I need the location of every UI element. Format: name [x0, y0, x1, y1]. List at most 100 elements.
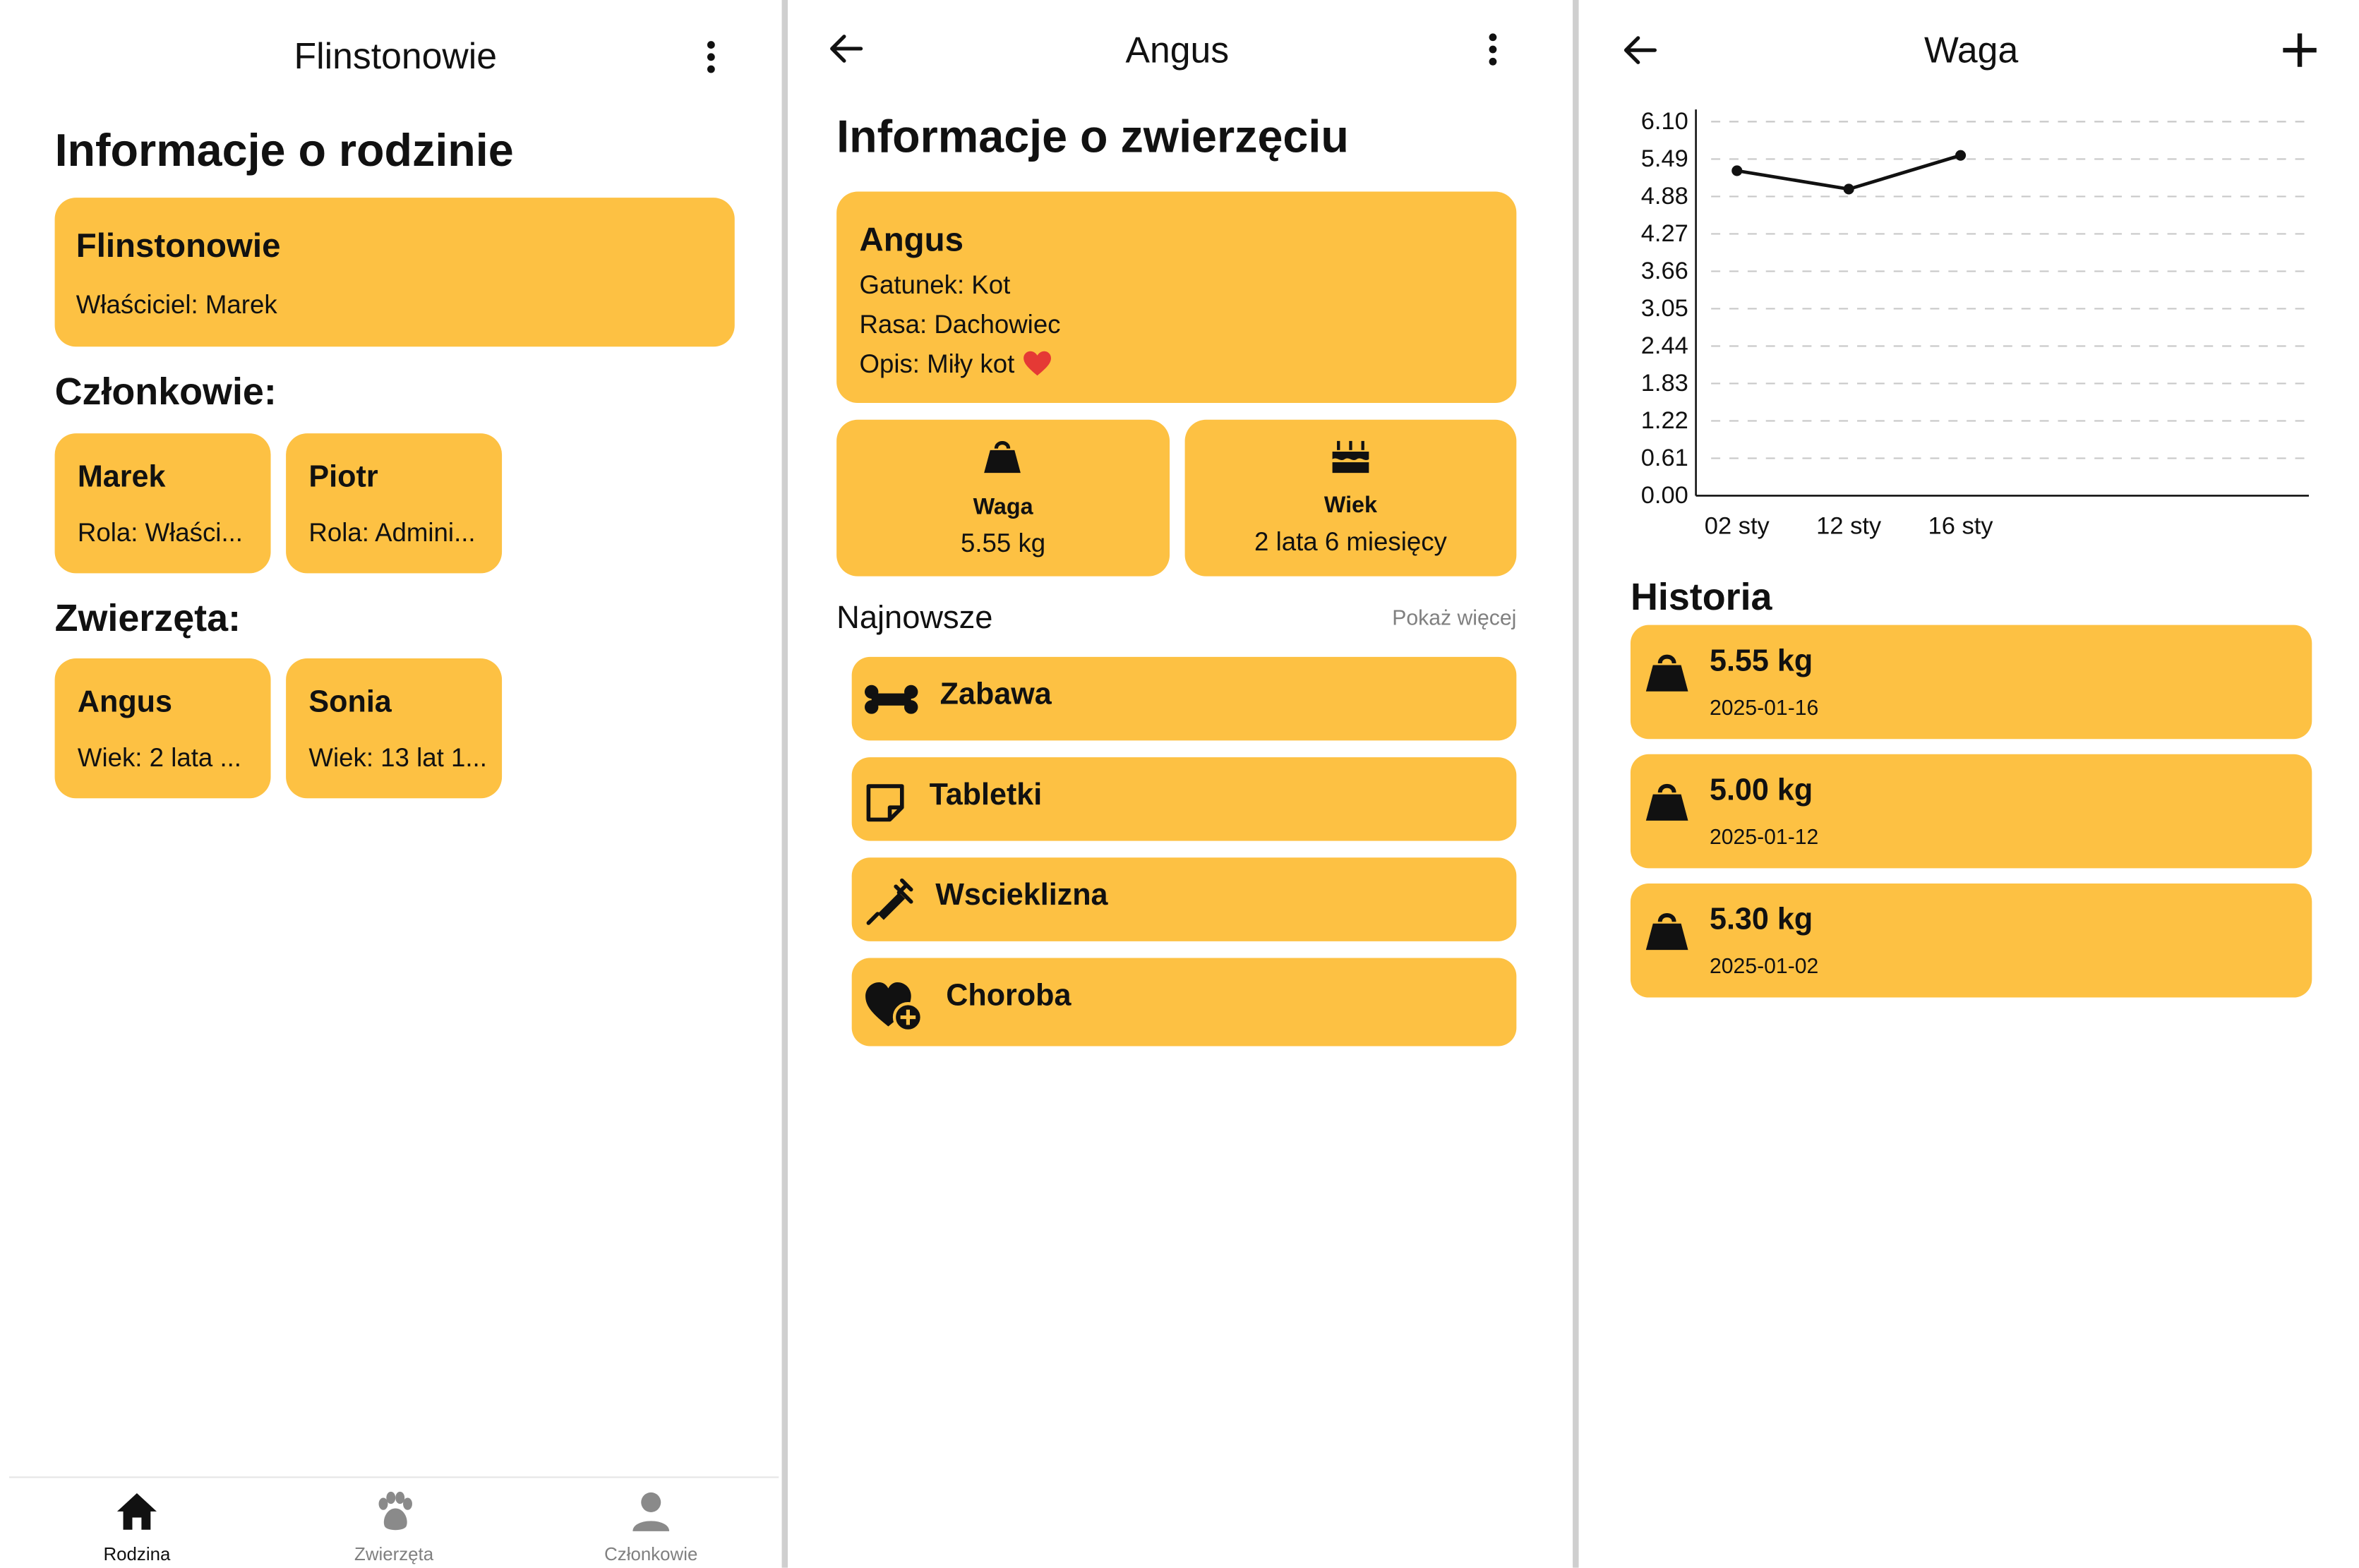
note-icon	[866, 784, 904, 822]
screen-divider	[1573, 0, 1579, 1568]
y-tick-label: 6.10	[1641, 108, 1688, 135]
pet-info-card: Angus Gatunek: Kot Rasa: Dachowiec Opis:…	[836, 191, 1517, 404]
age-value: 2 lata 6 miesięcy	[1254, 527, 1447, 557]
y-tick-label: 0.00	[1641, 482, 1688, 509]
y-tick-label: 1.22	[1641, 407, 1688, 434]
pet-card[interactable]: Angus Wiek: 2 lata ...	[54, 658, 271, 799]
history-heading: Historia	[1630, 576, 1772, 620]
data-point	[1843, 183, 1854, 195]
heart-plus-icon	[865, 982, 923, 1033]
member-role: Rola: Właści...	[77, 518, 243, 548]
pet-description-text: Opis: Miły kot	[859, 349, 1015, 379]
weight-icon	[1645, 783, 1688, 821]
more-options-icon[interactable]	[707, 41, 716, 78]
nav-divider	[8, 1476, 779, 1478]
history-item[interactable]: 5.00 kg 2025-01-12	[1630, 754, 2312, 869]
bone-icon	[865, 685, 918, 714]
nav-label: Członkowie	[604, 1543, 698, 1565]
heart-icon	[1023, 351, 1051, 376]
family-owner: Właściciel: Marek	[76, 290, 277, 320]
history-date: 2025-01-02	[1709, 953, 1819, 978]
event-row-wscieklizna[interactable]: Wscieklizna	[851, 857, 1517, 941]
pet-description: Opis: Miły kot	[859, 350, 1052, 380]
y-tick-label: 2.44	[1641, 332, 1688, 359]
back-arrow-icon[interactable]	[1620, 32, 1659, 68]
family-name: Flinstonowie	[76, 227, 281, 265]
family-screen: Flinstonowie Informacje o rodzinie Flins…	[0, 0, 782, 1568]
weight-icon	[984, 441, 1021, 474]
y-tick-label: 3.05	[1641, 295, 1688, 322]
pet-breed: Rasa: Dachowiec	[859, 310, 1061, 339]
data-point	[1955, 150, 1967, 161]
pets-heading: Zwierzęta:	[54, 597, 241, 641]
nav-label: Rodzina	[103, 1543, 171, 1565]
family-card[interactable]: Flinstonowie Właściciel: Marek	[54, 198, 735, 347]
pet-card[interactable]: Sonia Wiek: 13 lat 1...	[286, 658, 503, 799]
y-tick-label: 4.27	[1641, 220, 1688, 247]
event-row-tabletki[interactable]: Tabletki	[851, 757, 1517, 841]
page-heading: Informacje o zwierzęciu	[836, 112, 1349, 163]
more-options-icon[interactable]	[1489, 33, 1499, 70]
show-more-link[interactable]: Pokaż więcej	[1392, 605, 1517, 630]
weight-chart: 0.00 0.61 1.22 1.83 2.44 3.05 3.66 4.27 4.88 5.49…	[1641, 108, 2309, 539]
history-item[interactable]: 5.30 kg 2025-01-02	[1630, 883, 2312, 998]
history-weight: 5.30 kg	[1709, 903, 1813, 937]
y-tick-label: 1.83	[1641, 370, 1688, 397]
nav-label: Zwierzęta	[354, 1543, 434, 1565]
cake-icon	[1332, 440, 1369, 474]
event-row-choroba[interactable]: Choroba	[851, 958, 1517, 1047]
back-arrow-icon[interactable]	[826, 30, 865, 67]
weight-label: Waga	[973, 494, 1033, 520]
history-weight: 5.55 kg	[1709, 644, 1813, 679]
member-card[interactable]: Marek Rola: Właści...	[54, 433, 271, 574]
paw-icon	[378, 1491, 412, 1531]
screen-title: Angus	[1125, 30, 1230, 72]
weight-screen: Waga 0.00 0.61 1.22 1.83 2.44 3.05 3.66 4.27 4.8…	[1578, 0, 2359, 1568]
pet-species: Gatunek: Kot	[859, 270, 1011, 300]
weight-icon	[1645, 913, 1688, 951]
screen-title: Waga	[1924, 30, 2019, 72]
history-item[interactable]: 5.55 kg 2025-01-16	[1630, 625, 2312, 740]
y-tick-label: 4.88	[1641, 183, 1688, 210]
pet-name: Angus	[77, 685, 172, 720]
home-icon	[116, 1493, 157, 1530]
member-name: Marek	[77, 460, 166, 495]
x-tick-label: 12 sty	[1816, 512, 1882, 539]
x-tick-label: 16 sty	[1928, 512, 1994, 539]
weight-tile[interactable]: Waga 5.55 kg	[836, 419, 1170, 577]
event-label: Zabawa	[940, 678, 1052, 712]
member-card[interactable]: Piotr Rola: Admini...	[286, 433, 503, 574]
pet-age: Wiek: 2 lata ...	[77, 743, 241, 773]
syringe-icon	[866, 878, 913, 925]
y-tick-label: 5.49	[1641, 145, 1688, 172]
pet-name: Angus	[859, 220, 964, 259]
nav-item-members[interactable]: Członkowie	[560, 1490, 743, 1565]
screen-title: Flinstonowie	[294, 36, 497, 78]
history-weight: 5.00 kg	[1709, 773, 1813, 808]
members-heading: Członkowie:	[54, 370, 277, 414]
y-tick-label: 3.66	[1641, 258, 1688, 284]
event-row-zabawa[interactable]: Zabawa	[851, 656, 1517, 741]
member-role: Rola: Admini...	[308, 518, 476, 548]
add-icon[interactable]	[2280, 30, 2319, 70]
pet-name: Sonia	[308, 685, 392, 720]
pet-age: Wiek: 13 lat 1...	[308, 743, 487, 773]
x-tick-label: 02 sty	[1705, 512, 1770, 539]
event-label: Tabletki	[929, 778, 1043, 812]
weight-icon	[1645, 654, 1688, 692]
person-icon	[632, 1492, 670, 1531]
nav-item-pets[interactable]: Zwierzęta	[303, 1490, 486, 1565]
age-tile[interactable]: Wiek 2 lata 6 miesięcy	[1184, 419, 1517, 577]
screen-divider	[781, 0, 788, 1568]
data-point	[1731, 165, 1743, 176]
recent-heading: Najnowsze	[836, 601, 993, 636]
history-date: 2025-01-12	[1709, 824, 1819, 849]
event-label: Choroba	[946, 979, 1072, 1013]
pet-details-screen: Angus Informacje o zwierzęciu Angus Gatu…	[788, 0, 1573, 1568]
weight-value: 5.55 kg	[960, 529, 1046, 558]
y-tick-label: 0.61	[1641, 445, 1688, 471]
nav-item-family[interactable]: Rodzina	[46, 1490, 229, 1565]
event-label: Wscieklizna	[935, 879, 1108, 912]
page-heading: Informacje o rodzinie	[54, 126, 514, 176]
age-label: Wiek	[1323, 493, 1378, 519]
